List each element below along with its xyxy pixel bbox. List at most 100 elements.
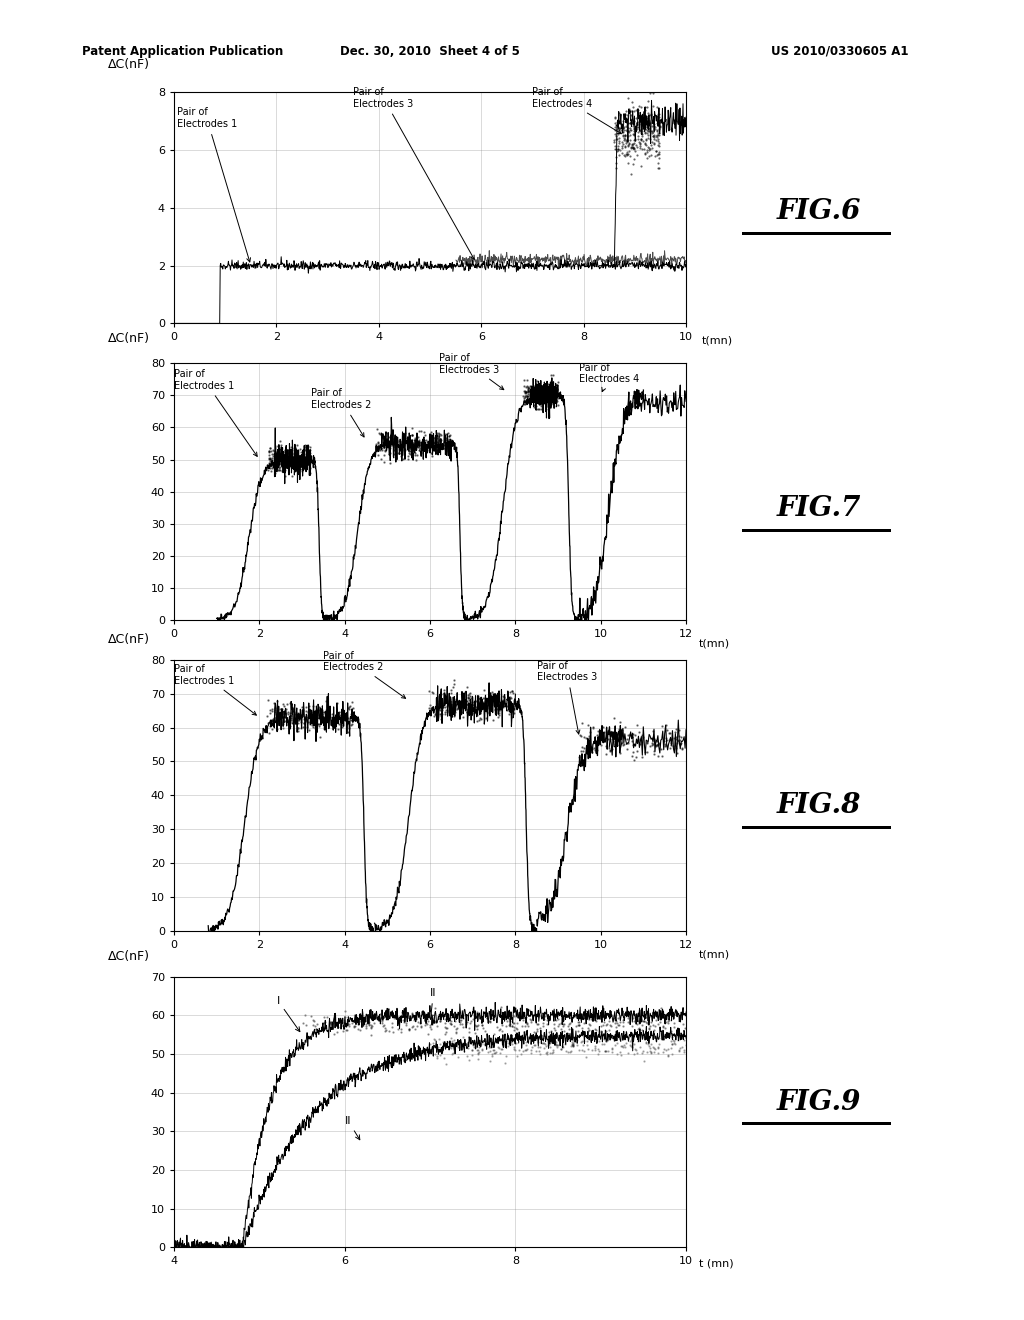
Point — [528, 379, 545, 400]
Point — [626, 137, 642, 158]
Point — [500, 1035, 516, 1056]
Point — [410, 436, 426, 457]
Point — [425, 698, 441, 719]
Point — [587, 1039, 603, 1060]
Point — [364, 1015, 380, 1036]
Point — [458, 1010, 474, 1031]
Point — [563, 1031, 580, 1052]
Point — [276, 704, 293, 725]
Point — [625, 124, 641, 145]
Point — [475, 1018, 492, 1039]
Point — [393, 1006, 410, 1027]
Point — [286, 454, 302, 475]
Point — [432, 684, 449, 705]
Point — [326, 1010, 342, 1031]
Point — [331, 702, 347, 723]
Point — [573, 1031, 590, 1052]
Point — [518, 370, 535, 391]
Point — [519, 385, 536, 407]
Point — [621, 132, 637, 153]
Point — [294, 459, 310, 480]
Point — [264, 709, 281, 730]
Point — [632, 136, 648, 157]
Point — [629, 1014, 645, 1035]
Point — [522, 384, 539, 405]
Point — [621, 121, 637, 143]
Point — [358, 1015, 375, 1036]
Point — [646, 119, 663, 140]
Point — [638, 1011, 654, 1032]
Point — [545, 393, 561, 414]
Point — [642, 112, 658, 133]
Point — [624, 1015, 640, 1036]
Point — [627, 140, 643, 161]
Point — [298, 1015, 314, 1036]
Point — [477, 700, 494, 721]
Point — [443, 1014, 460, 1035]
Point — [493, 997, 509, 1018]
Point — [437, 438, 454, 459]
Point — [262, 453, 279, 474]
Point — [437, 430, 454, 451]
Point — [519, 383, 536, 404]
Point — [541, 385, 557, 407]
Point — [585, 718, 601, 739]
Point — [596, 1028, 612, 1049]
Point — [617, 100, 634, 121]
Point — [477, 700, 494, 721]
Point — [407, 442, 423, 463]
Point — [546, 396, 562, 417]
Point — [454, 1038, 470, 1059]
Point — [288, 441, 304, 462]
Point — [521, 999, 538, 1020]
Point — [465, 1035, 481, 1056]
Point — [656, 1039, 673, 1060]
Point — [374, 434, 390, 455]
Point — [669, 733, 685, 754]
Point — [659, 1012, 676, 1034]
Point — [529, 1014, 546, 1035]
Point — [646, 114, 663, 135]
Point — [440, 430, 457, 451]
Point — [546, 391, 562, 412]
Point — [269, 719, 286, 741]
Point — [665, 1030, 681, 1051]
Point — [587, 1006, 603, 1027]
Point — [503, 1031, 519, 1052]
Point — [302, 437, 318, 458]
Point — [481, 692, 498, 713]
Point — [541, 1026, 557, 1047]
Point — [442, 1014, 459, 1035]
Point — [609, 141, 626, 162]
Point — [477, 1034, 494, 1055]
Point — [633, 1008, 649, 1030]
Point — [633, 1011, 649, 1032]
Point — [517, 1015, 534, 1036]
Point — [518, 1032, 535, 1053]
Point — [549, 391, 565, 412]
Point — [494, 1012, 510, 1034]
Point — [362, 1018, 379, 1039]
Point — [499, 696, 515, 717]
Point — [384, 434, 400, 455]
Point — [298, 444, 314, 465]
Text: t(mn): t(mn) — [701, 335, 732, 346]
Point — [292, 438, 308, 459]
Point — [295, 449, 311, 470]
Point — [262, 437, 279, 458]
Point — [644, 721, 660, 742]
Point — [418, 429, 434, 450]
Point — [671, 1040, 687, 1061]
Point — [426, 433, 442, 454]
Point — [377, 1020, 393, 1041]
Point — [580, 730, 596, 751]
Point — [494, 1014, 510, 1035]
Point — [639, 110, 655, 131]
Point — [323, 1014, 339, 1035]
Point — [332, 706, 348, 727]
Point — [436, 697, 453, 718]
Point — [301, 446, 317, 467]
Point — [310, 715, 327, 737]
Point — [442, 690, 459, 711]
Point — [626, 139, 642, 160]
